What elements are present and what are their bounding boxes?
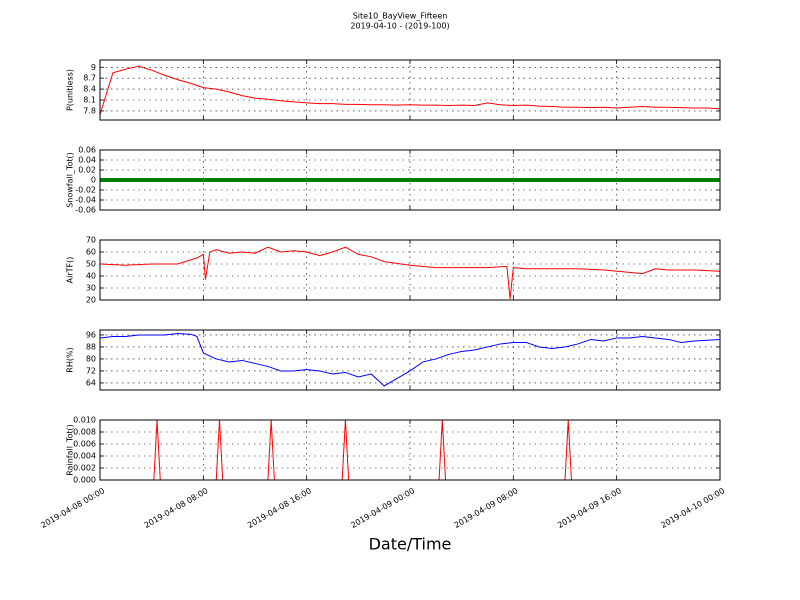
y-tick-label: -0.06 xyxy=(75,206,96,215)
plot-frame xyxy=(99,149,721,211)
y-tick-label: 40 xyxy=(86,272,96,281)
y-tick-label: 64 xyxy=(86,378,96,387)
y-tick-label: 50 xyxy=(86,260,96,269)
y-axis-label: AirTF() xyxy=(66,257,75,284)
data-line xyxy=(99,65,721,115)
x-tick-label: 2019-04-09 08:00 xyxy=(453,486,520,530)
y-tick-label: -0.02 xyxy=(75,186,96,195)
x-tick-label: 2019-04-08 16:00 xyxy=(246,486,313,530)
y-tick-label: 0.010 xyxy=(73,416,96,425)
y-axis-label: RH(%) xyxy=(66,347,75,372)
x-tick-label: 2019-04-08 00:00 xyxy=(39,486,106,530)
y-tick-label: 96 xyxy=(86,330,96,339)
y-tick-label: 80 xyxy=(86,354,96,363)
plot-frame xyxy=(99,419,721,481)
y-tick-label: 0.02 xyxy=(78,166,96,175)
plot-frame xyxy=(99,239,721,301)
chart-title: Site10_BayView_Fifteen xyxy=(353,12,448,21)
y-tick-label: 0.06 xyxy=(78,146,96,155)
y-tick-label: 0 xyxy=(91,176,96,185)
plot-frame xyxy=(99,59,721,121)
y-tick-label: 0.04 xyxy=(78,156,96,165)
y-tick-label: 0.000 xyxy=(73,476,96,485)
y-tick-label: 0.004 xyxy=(73,452,96,461)
y-tick-label: 60 xyxy=(86,248,96,257)
y-tick-label: 72 xyxy=(86,366,96,375)
y-tick-label: 8.4 xyxy=(83,85,96,94)
y-tick-label: 9 xyxy=(91,63,96,72)
x-axis-label: Date/Time xyxy=(369,535,452,554)
plot-frame xyxy=(99,329,721,391)
y-tick-label: 88 xyxy=(86,342,96,351)
x-tick-label: 2019-04-09 16:00 xyxy=(556,486,623,530)
y-tick-label: 0.008 xyxy=(73,428,96,437)
y-axis-label: Snowfall_Tot() xyxy=(66,152,75,208)
y-tick-label: -0.04 xyxy=(75,196,96,205)
y-tick-label: 30 xyxy=(86,284,96,293)
x-tick-label: 2019-04-09 00:00 xyxy=(349,486,416,530)
y-tick-label: 7.8 xyxy=(83,106,96,115)
y-tick-label: 20 xyxy=(86,296,96,305)
chart-subtitle: 2019-04-10 - (2019-100) xyxy=(350,22,449,31)
y-axis-label: P(unitless) xyxy=(66,69,75,111)
y-axis-label: Rainfall_Tot() xyxy=(66,424,75,476)
y-tick-label: 8.7 xyxy=(83,74,96,83)
x-tick-label: 2019-04-10 00:00 xyxy=(659,486,726,530)
y-tick-label: 0.002 xyxy=(73,464,96,473)
y-tick-label: 0.006 xyxy=(73,440,96,449)
data-line xyxy=(99,246,721,299)
y-tick-label: 70 xyxy=(86,236,96,245)
x-tick-label: 2019-04-08 08:00 xyxy=(143,486,210,530)
data-line xyxy=(99,332,721,387)
y-tick-label: 8.1 xyxy=(83,96,96,105)
